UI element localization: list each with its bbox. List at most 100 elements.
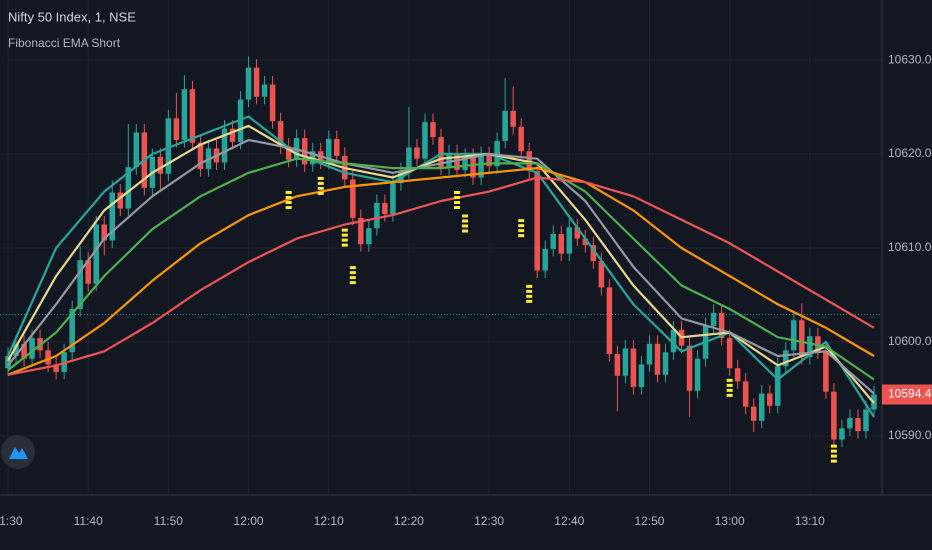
candle-body [558, 233, 565, 254]
candle-body [863, 409, 869, 432]
candle-body [630, 348, 637, 387]
x-tick-label: 12:00 [234, 514, 264, 528]
candle-body [622, 348, 629, 376]
ema-line [7, 167, 875, 376]
candle-body [502, 110, 508, 141]
candle-body [726, 338, 733, 369]
y-tick-label: 10620.00 [888, 146, 932, 160]
y-tick-label: 10630.00 [888, 52, 932, 66]
candle-body [566, 227, 573, 254]
candle-body [750, 406, 757, 421]
x-tick-label: 12:50 [634, 514, 664, 528]
candle-body [670, 329, 677, 353]
candle-body [21, 343, 27, 359]
candle-body [742, 381, 749, 407]
candle-body [221, 128, 228, 163]
candle-body [165, 118, 172, 174]
candle-body [269, 84, 276, 122]
x-tick-label: 12:30 [474, 514, 504, 528]
candle-body [422, 122, 428, 159]
candle-body [534, 170, 540, 271]
x-tick-label: 13:10 [795, 514, 825, 528]
candle-body [686, 345, 693, 391]
candle-body [133, 132, 140, 168]
candle-body [101, 224, 107, 241]
candle-body [831, 391, 837, 440]
y-tick-label: 10600.00 [888, 334, 932, 348]
candle-body [414, 147, 420, 159]
candle-body [550, 233, 557, 249]
candle-body [638, 364, 645, 387]
candle-body [799, 320, 805, 357]
candle-body [390, 183, 396, 215]
axes: 10590.00 10600.00 10610.00 10620.00 10630.00… [0, 52, 932, 528]
candle-body [574, 227, 581, 239]
candle-body [486, 154, 492, 167]
candle-body [614, 354, 621, 376]
candle-body [325, 139, 332, 162]
candle-body [646, 343, 653, 365]
candle-body [775, 366, 781, 406]
candle-body [855, 417, 861, 432]
candle-body [53, 364, 59, 372]
candle-body [189, 89, 196, 143]
candle-body [173, 118, 180, 140]
candle-body [734, 368, 741, 382]
x-tick-label: 13:00 [715, 514, 745, 528]
x-tick-label: 11:50 [154, 514, 183, 528]
candle-body [518, 126, 524, 152]
candle-body [478, 154, 484, 178]
x-tick-label: 12:20 [394, 514, 424, 528]
candle-body [710, 312, 717, 326]
candle-body [245, 67, 252, 100]
candle-body [350, 179, 356, 218]
candle-body [285, 146, 292, 160]
candle-body [590, 245, 597, 262]
candle-body [229, 128, 236, 142]
ema-line [7, 176, 875, 376]
y-tick-label: 10610.00 [888, 240, 932, 254]
candle-body [470, 156, 476, 178]
candle-body [839, 428, 845, 440]
x-tick-label: 12:40 [554, 514, 584, 528]
candle-body [406, 147, 412, 171]
candle-body [783, 350, 789, 367]
candle-body [510, 110, 516, 127]
candle-body [29, 338, 35, 359]
candle-body [758, 393, 765, 421]
logo[interactable] [1, 435, 35, 469]
candle-body [462, 156, 468, 171]
candle-body [358, 217, 364, 245]
x-tick-label: 11:40 [74, 514, 103, 528]
candle-body [606, 287, 613, 355]
candle-body [847, 417, 853, 429]
candle-body [45, 350, 51, 365]
candle-body [694, 358, 701, 391]
candle-body [654, 343, 661, 375]
candle-body [454, 153, 460, 171]
candle-body [277, 121, 284, 147]
candle-body [334, 139, 340, 156]
candle-body [13, 343, 19, 356]
candle-body [69, 309, 75, 353]
candle-body [766, 393, 773, 406]
ema-line [7, 157, 875, 381]
candle-body [5, 355, 11, 369]
candle-body [374, 202, 380, 229]
candle-body [197, 142, 204, 170]
candle-body [815, 336, 821, 352]
candle-body [582, 238, 589, 246]
candle-body [261, 84, 268, 97]
candle-body [117, 192, 124, 209]
candle-body [718, 312, 725, 339]
candle-body [125, 167, 132, 209]
candle-body [181, 89, 188, 140]
logo-icon[interactable] [9, 447, 28, 459]
ema-line [7, 138, 875, 395]
candle-body [598, 261, 605, 288]
candle-body [366, 228, 372, 245]
candle-body [791, 320, 797, 351]
